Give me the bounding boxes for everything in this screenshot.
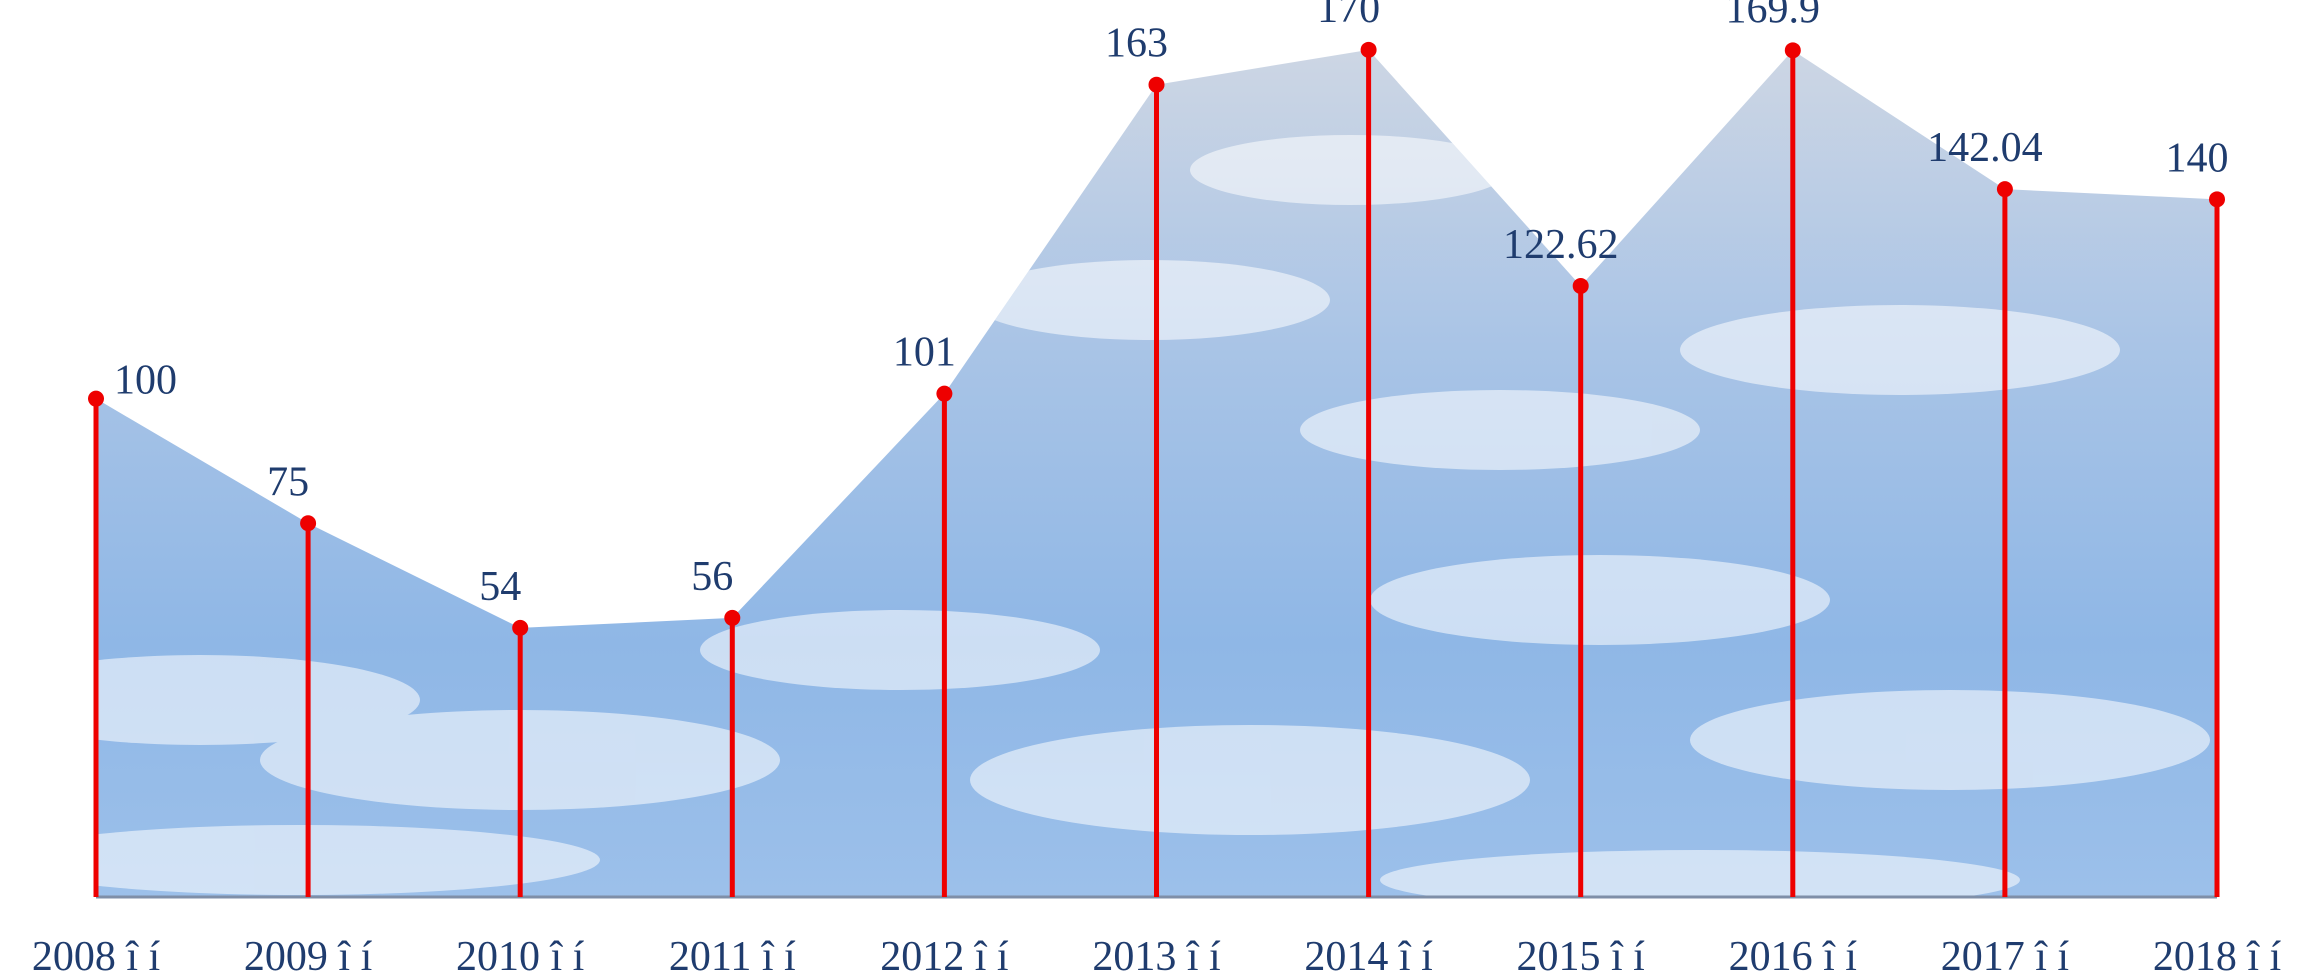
x-tick-label: 2018 î í (2153, 934, 2282, 980)
value-label: 170 (1317, 0, 1380, 32)
point (512, 619, 529, 636)
x-tick-label: 2014 î í (1304, 934, 1433, 980)
x-tick-label: 2017 î í (1941, 934, 2070, 980)
point (88, 390, 104, 407)
value-label: 56 (691, 554, 733, 600)
value-label: 100 (114, 358, 177, 404)
value-label: 140 (2166, 135, 2229, 181)
point (1148, 76, 1165, 93)
x-tick-label: 2011 î í (669, 934, 796, 980)
point (724, 609, 741, 626)
point (300, 515, 317, 532)
x-tick-label: 2010 î í (456, 934, 585, 980)
value-label: 122.62 (1503, 222, 1619, 268)
value-label: 163 (1105, 21, 1168, 67)
point (936, 385, 953, 402)
point (1572, 277, 1589, 294)
x-tick-label: 2009 î í (244, 934, 373, 980)
value-label: 75 (267, 459, 309, 505)
point (1784, 42, 1801, 59)
x-tick-label: 2012 î í (880, 934, 1009, 980)
value-label: 142.04 (1927, 125, 2043, 171)
x-tick-label: 2013 î í (1092, 934, 1221, 980)
value-label: 54 (479, 564, 521, 610)
point (1360, 41, 1377, 58)
value-label: 169.9 (1726, 0, 1821, 32)
point (1996, 181, 2013, 198)
point (2209, 191, 2225, 208)
x-tick-label: 2016 î í (1729, 934, 1858, 980)
value-label: 101 (893, 330, 956, 376)
x-tick-label: 2015 î í (1517, 934, 1646, 980)
x-tick-label: 2008 î í (32, 934, 161, 980)
